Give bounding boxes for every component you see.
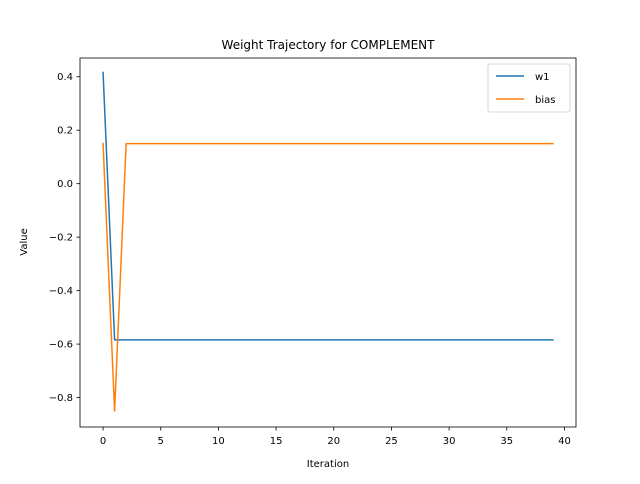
y-tick-label: 0.2	[57, 126, 73, 137]
x-tick-label: 15	[270, 436, 283, 447]
legend-label-bias: bias	[535, 95, 555, 106]
x-tick-label: 0	[100, 436, 106, 447]
y-tick-label: −0.8	[49, 393, 73, 404]
y-tick-label: −0.6	[49, 340, 73, 351]
plot-area-frame	[79, 57, 577, 428]
series-layer	[102, 71, 554, 412]
legend-box	[487, 63, 571, 113]
x-tick-label: 5	[158, 436, 164, 447]
legend: w1 bias	[487, 63, 571, 113]
x-axis-ticks: 0 5 10 15 20 25 30 35 40	[100, 427, 571, 447]
x-tick-label: 40	[558, 436, 571, 447]
x-axis-label: Iteration	[307, 459, 349, 470]
chart-title: Weight Trajectory for COMPLEMENT	[222, 38, 436, 52]
y-tick-label: −0.2	[49, 233, 73, 244]
x-tick-label: 25	[385, 436, 398, 447]
x-tick-label: 30	[443, 436, 456, 447]
x-tick-label: 35	[500, 436, 513, 447]
legend-label-w1: w1	[535, 72, 550, 83]
x-tick-label: 20	[327, 436, 340, 447]
series-line-w1	[102, 71, 554, 341]
y-tick-label: 0.0	[57, 179, 73, 190]
y-tick-label: −0.4	[49, 286, 73, 297]
y-axis-ticks: 0.4 0.2 0.0 −0.2 −0.4 −0.6 −0.8	[49, 72, 80, 404]
series-line-bias	[102, 142, 554, 412]
y-tick-label: 0.4	[57, 72, 73, 83]
x-tick-label: 10	[212, 436, 225, 447]
y-axis-label: Value	[19, 228, 30, 255]
